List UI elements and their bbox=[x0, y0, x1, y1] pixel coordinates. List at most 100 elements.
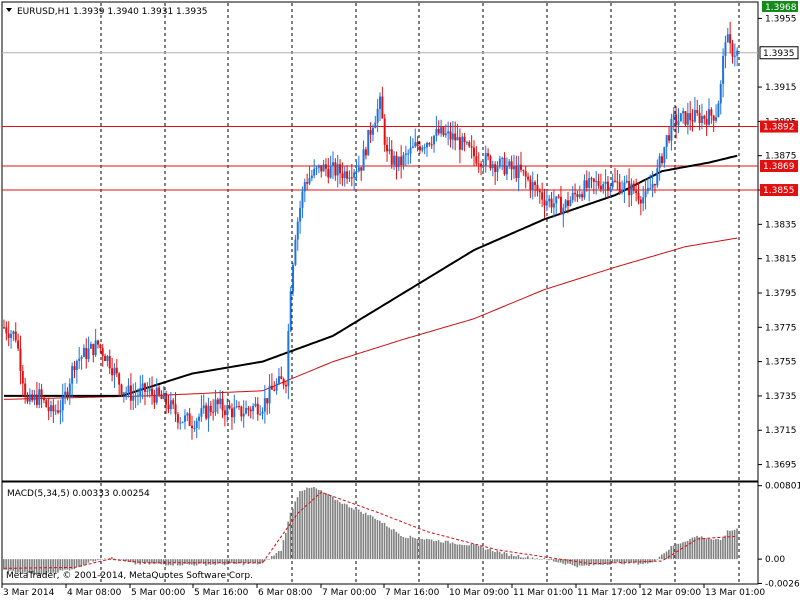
macd-bar bbox=[327, 494, 329, 560]
macd-bar bbox=[308, 488, 311, 560]
macd-bar bbox=[35, 559, 38, 576]
candle-body bbox=[82, 347, 85, 357]
macd-bar bbox=[336, 499, 339, 560]
macd-bar bbox=[374, 518, 376, 560]
chevron-down-icon[interactable] bbox=[6, 8, 12, 12]
time-label: 7 Mar 00:00 bbox=[322, 588, 377, 598]
macd-bar bbox=[616, 559, 618, 562]
candle-body bbox=[421, 147, 424, 151]
macd-bar bbox=[700, 536, 703, 560]
candle-body bbox=[698, 112, 701, 123]
macd-bar bbox=[411, 537, 414, 560]
candle-body bbox=[538, 190, 541, 193]
candle-body bbox=[122, 392, 125, 395]
current-price-label: 1.3935 bbox=[763, 49, 795, 59]
candle-body bbox=[646, 188, 649, 192]
candle-body bbox=[480, 163, 483, 167]
macd-bar bbox=[729, 530, 731, 560]
candle-body bbox=[496, 166, 499, 172]
candle-body bbox=[263, 398, 266, 412]
macd-bar bbox=[21, 559, 24, 574]
macd-bar bbox=[609, 559, 611, 565]
candle-body bbox=[172, 400, 175, 405]
macd-bar bbox=[672, 545, 675, 560]
macd-bar bbox=[289, 512, 292, 560]
macd-bar bbox=[395, 531, 398, 560]
time-axis: 3 Mar 2014 4 Mar 08:00 5 Mar 00:00 5 Mar 16… bbox=[1, 584, 765, 598]
candle-body bbox=[188, 413, 191, 426]
candle-body bbox=[141, 383, 144, 388]
candle-body bbox=[409, 147, 412, 154]
candle-body bbox=[444, 133, 447, 136]
macd-bar bbox=[249, 559, 252, 564]
candle-body bbox=[383, 118, 386, 145]
candle-body bbox=[571, 192, 574, 201]
candle-body bbox=[205, 405, 208, 419]
candle-body bbox=[7, 333, 10, 338]
candle-body bbox=[576, 194, 579, 198]
candle-body bbox=[611, 180, 614, 188]
candle-body bbox=[71, 366, 74, 384]
candle-body bbox=[595, 180, 598, 182]
candle-body bbox=[35, 394, 38, 405]
macd-bar bbox=[42, 559, 45, 575]
macd-bar bbox=[322, 492, 325, 560]
macd-bar bbox=[329, 495, 332, 560]
macd-bar bbox=[52, 559, 54, 573]
macd-bar bbox=[418, 539, 421, 560]
macd-bar bbox=[520, 557, 522, 560]
macd-bar bbox=[195, 559, 198, 566]
macd-bar bbox=[468, 545, 470, 560]
candle-body bbox=[179, 422, 182, 424]
macd-bar bbox=[440, 542, 442, 560]
time-label: 4 Mar 08:00 bbox=[67, 588, 122, 598]
candle-body bbox=[693, 110, 696, 122]
candle-body bbox=[301, 191, 304, 208]
candle-body bbox=[510, 161, 513, 170]
macd-bar bbox=[33, 559, 36, 576]
macd-bar bbox=[10, 559, 12, 571]
macd-bar bbox=[122, 559, 125, 561]
macd-signal-line bbox=[4, 491, 738, 569]
macd-bar bbox=[97, 559, 99, 561]
candle-body bbox=[397, 156, 400, 167]
candle-body bbox=[202, 405, 205, 409]
candle-body bbox=[277, 376, 280, 384]
macd-bar bbox=[212, 559, 214, 565]
macd-bar bbox=[536, 558, 539, 560]
macd-bar bbox=[99, 559, 101, 560]
candle-body bbox=[327, 168, 330, 178]
candle-body bbox=[562, 207, 565, 215]
macd-bar bbox=[503, 552, 506, 560]
candle-body bbox=[242, 413, 245, 417]
candle-body bbox=[686, 113, 689, 125]
candle-body bbox=[308, 178, 311, 184]
macd-bar bbox=[28, 559, 31, 573]
macd-bar bbox=[216, 559, 219, 564]
top-price-marker-label: 1.3968 bbox=[765, 3, 797, 13]
macd-bar bbox=[320, 490, 322, 560]
macd-bar bbox=[40, 559, 43, 575]
macd-bar bbox=[261, 559, 264, 564]
macd-bar bbox=[17, 559, 19, 573]
macd-bar bbox=[400, 536, 402, 560]
candle-body bbox=[656, 168, 659, 186]
candlesticks bbox=[3, 21, 739, 440]
candle-body bbox=[440, 127, 443, 134]
candle-body bbox=[12, 331, 15, 334]
macd-bar bbox=[360, 511, 362, 560]
candle-body bbox=[348, 177, 351, 179]
candle-body bbox=[390, 149, 393, 165]
candle-body bbox=[87, 348, 90, 359]
candle-body bbox=[292, 264, 295, 292]
macd-bar bbox=[71, 559, 73, 570]
candle-body bbox=[155, 387, 158, 403]
candle-body bbox=[235, 406, 238, 408]
macd-bar bbox=[191, 559, 193, 565]
macd-bar bbox=[24, 559, 26, 573]
price-tick-label: 1.3715 bbox=[765, 426, 797, 436]
candle-body bbox=[428, 143, 431, 145]
candle-body bbox=[66, 391, 69, 396]
candle-body bbox=[552, 203, 555, 208]
